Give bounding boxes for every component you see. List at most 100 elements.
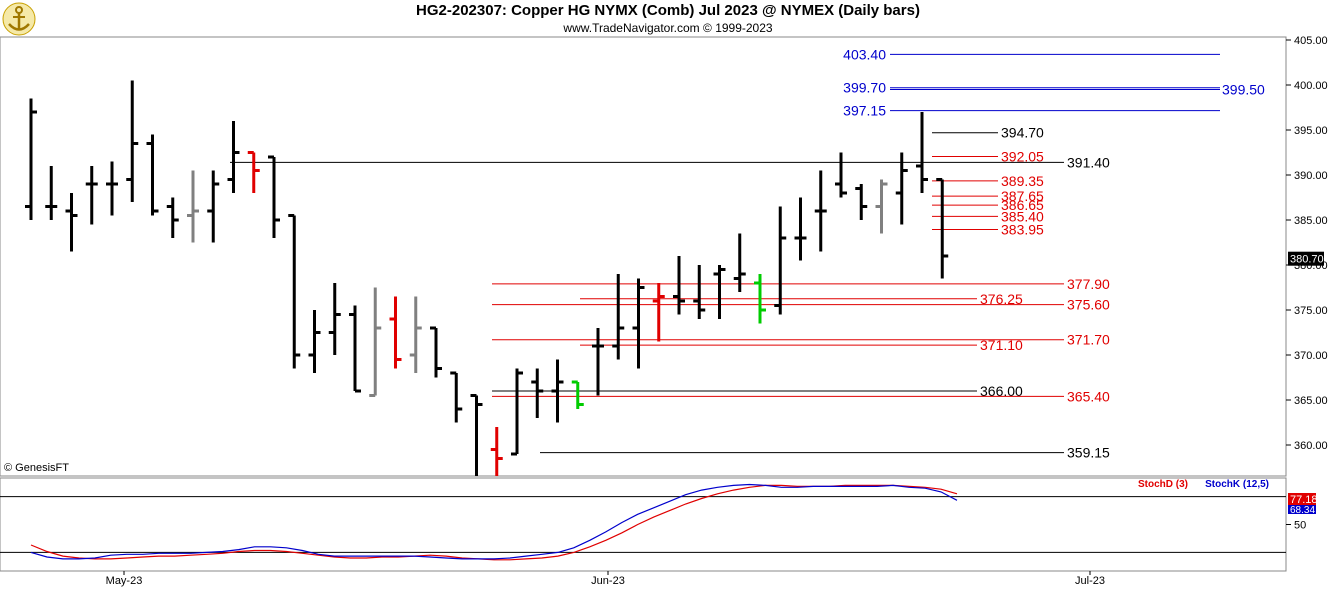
last-price-label: 380.70 <box>1290 254 1324 266</box>
ohlc-bar <box>25 98 37 220</box>
y-tick-label: 405.00 <box>1294 35 1328 47</box>
level-label: 403.40 <box>843 46 886 62</box>
level-label: 394.70 <box>1001 125 1044 141</box>
stochk-legend: StochK (12,5) <box>1205 479 1269 490</box>
y-tick-label: 385.00 <box>1294 215 1328 227</box>
ohlc-bar <box>754 274 766 324</box>
level-label: 371.10 <box>980 337 1023 353</box>
ohlc-bar <box>652 283 665 342</box>
price-level: 403.40 <box>843 46 1220 62</box>
ohlc-bar <box>693 265 706 319</box>
ohlc-bar <box>835 152 847 198</box>
ohlc-bar <box>895 152 908 225</box>
level-label: 366.00 <box>980 383 1023 399</box>
ohlc-bar <box>774 206 787 315</box>
ohlc-bar <box>592 328 604 396</box>
level-label: 399.50 <box>1222 82 1265 98</box>
level-label: 365.40 <box>1067 388 1110 404</box>
ohlc-bar <box>369 287 382 397</box>
ohlc-bar <box>45 166 58 220</box>
ohlc-bar <box>65 193 78 252</box>
price-level: 371.70 <box>492 332 1110 348</box>
ohlc-bar <box>511 368 523 456</box>
y-tick-label: 365.00 <box>1294 395 1328 407</box>
y-tick-label: 360.00 <box>1294 440 1328 452</box>
ohlc-bar <box>349 305 361 393</box>
level-label: 392.05 <box>1001 149 1044 165</box>
price-level: 397.15 <box>843 103 1220 119</box>
ohlc-bar <box>207 170 220 243</box>
level-label: 359.15 <box>1067 445 1110 461</box>
ohlc-bar <box>389 296 402 369</box>
price-level: 365.40 <box>492 388 1110 404</box>
ohlc-bar <box>531 368 544 418</box>
price-level: 392.05 <box>932 149 1044 165</box>
ohlc-bar <box>571 380 584 409</box>
stochd-value-box <box>1288 493 1316 505</box>
stoch-panel <box>0 477 1287 572</box>
stochk-line <box>30 483 958 560</box>
level-label: 399.70 <box>843 80 886 96</box>
ohlc-bar <box>106 161 118 216</box>
price-level: 394.70 <box>932 125 1044 141</box>
ohlc-bar <box>308 310 321 373</box>
ohlc-bar <box>936 178 949 279</box>
y-tick-label: 390.00 <box>1294 170 1328 182</box>
price-level: 391.40 <box>230 154 1110 170</box>
chart-subtitle: www.TradeNavigator.com © 1999-2023 <box>563 21 773 35</box>
stochk-value: 68.34 <box>1290 505 1315 516</box>
ohlc-bar <box>814 170 827 252</box>
ohlc-bar <box>328 283 341 355</box>
ohlc-bar <box>632 278 645 369</box>
price-level: 376.25 <box>580 291 1023 307</box>
ohlc-bar <box>855 184 868 220</box>
level-label: 389.35 <box>1001 173 1044 189</box>
level-label: 385.40 <box>1001 208 1044 224</box>
ohlc-bar <box>146 134 159 216</box>
x-tick-label: May-23 <box>106 575 143 587</box>
price-level: 371.10 <box>580 337 1023 353</box>
x-tick-label: Jun-23 <box>591 575 625 587</box>
ohlc-bar <box>916 112 928 193</box>
stochd-legend: StochD (3) <box>1138 479 1188 490</box>
ohlc-bar <box>733 233 746 292</box>
ohlc-bar <box>247 151 260 193</box>
level-label: 383.95 <box>1001 221 1044 237</box>
last-price-box <box>1288 251 1324 266</box>
ohlc-bar <box>490 427 503 476</box>
ohlc-bar <box>713 265 726 319</box>
ohlc-bar <box>85 166 98 225</box>
level-label: 371.70 <box>1067 332 1110 348</box>
y-tick-label: 395.00 <box>1294 125 1328 137</box>
watermark: © GenesisFT <box>4 462 69 474</box>
ohlc-bar <box>227 121 240 193</box>
price-level: 399.50 <box>890 82 1265 98</box>
price-levels: 403.40 399.70 399.50 397.15 394.70 392.05 391.… <box>230 46 1265 461</box>
price-level: 377.90 <box>492 276 1110 292</box>
ohlc-bar <box>612 274 625 360</box>
x-tick-label: Jul-23 <box>1075 575 1105 587</box>
level-label: 386.65 <box>1001 197 1044 213</box>
ohlc-bar <box>875 179 888 234</box>
ohlc-bar <box>166 197 179 238</box>
price-level: 359.15 <box>540 445 1110 461</box>
ohlc-bar <box>794 197 807 261</box>
anchor-logo-icon <box>2 2 36 36</box>
stochk-value-box <box>1288 505 1316 514</box>
price-axis: 360.00365.00370.00375.00380.00385.00390.… <box>1286 35 1328 452</box>
ohlc-bar <box>268 155 280 238</box>
ohlc-bar <box>470 394 483 476</box>
y-tick-label: 375.00 <box>1294 305 1328 317</box>
ohlc-bar <box>430 326 442 378</box>
stoch-y-tick-label: 50 <box>1294 520 1306 532</box>
level-label: 377.90 <box>1067 276 1110 292</box>
level-label: 391.40 <box>1067 154 1110 170</box>
level-label: 387.65 <box>1001 188 1044 204</box>
price-level: 366.00 <box>492 383 1023 399</box>
ohlc-bar <box>288 214 301 369</box>
level-label: 397.15 <box>843 103 886 119</box>
price-level: 399.70 <box>843 80 1220 96</box>
level-label: 375.60 <box>1067 297 1110 313</box>
